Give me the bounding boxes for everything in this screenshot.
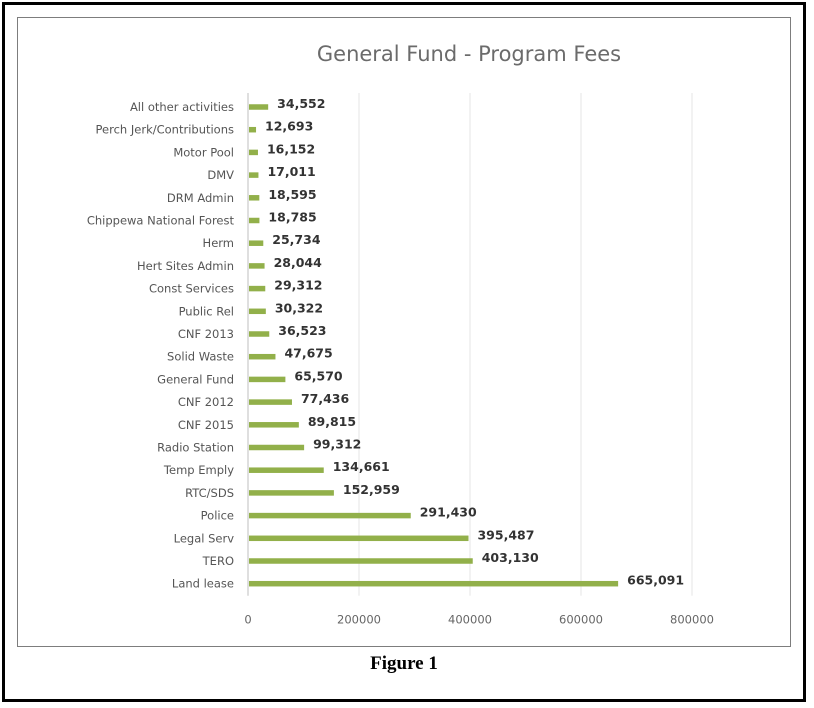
data-label: 47,675 [284,346,332,361]
data-label: 65,570 [294,368,343,383]
bar [249,399,292,405]
data-label: 89,815 [308,414,356,429]
data-label: 17,011 [267,164,315,179]
category-label: CNF 2015 [178,418,234,432]
bar [249,126,257,133]
data-label: 291,430 [420,505,477,520]
bar [249,331,270,337]
category-label: Temp Emply [163,463,234,477]
category-label: Herm [203,236,234,250]
category-label: All other activities [130,100,234,114]
figure-frame: General Fund - Program Fees All other ac… [2,2,806,702]
data-label: 18,595 [268,187,316,202]
category-label: RTC/SDS [185,486,234,500]
category-label: Radio Station [157,441,234,455]
bar [249,535,469,542]
category-label: General Fund [157,372,234,386]
data-label: 403,130 [482,550,539,565]
data-label: 77,436 [301,391,350,406]
x-tick-label: 200000 [337,613,381,627]
figure-caption: Figure 1 [370,653,438,674]
data-label: 395,487 [477,527,534,542]
data-label: 29,312 [274,278,322,293]
bar [249,149,258,156]
bar [249,512,411,519]
bar [249,217,260,224]
data-label: 25,734 [272,232,321,247]
chart-area: General Fund - Program Fees All other ac… [17,17,791,647]
data-label: 12,693 [265,119,313,134]
x-tick-labels: 0 200000 400000 600000 800000 [244,613,714,627]
data-label: 34,552 [277,96,325,111]
bar [249,467,324,473]
category-label: Const Services [149,282,234,296]
gridlines [247,93,693,596]
category-label: DMV [207,168,234,182]
bar [249,172,259,178]
category-label: CNF 2012 [178,395,234,409]
category-label: Police [201,509,234,523]
bar [249,353,276,360]
data-label: 99,312 [313,437,361,452]
category-label: Perch Jerk/Contributions [96,123,234,137]
bar [249,490,334,496]
category-label: TERO [202,554,234,568]
x-tick-label: 0 [244,613,251,627]
category-label: Legal Serv [174,531,235,545]
category-label: Hert Sites Admin [137,259,234,273]
data-label: 152,959 [343,482,400,497]
category-label: Motor Pool [173,145,234,159]
data-label: 28,044 [274,255,323,270]
bar-chart: General Fund - Program Fees All other ac… [87,42,714,627]
category-label: Land lease [172,577,234,591]
category-labels: All other activities Perch Jerk/Contribut… [87,100,235,591]
bar [249,558,473,564]
data-label: 665,091 [627,573,684,588]
data-label: 134,661 [333,459,390,474]
x-tick-label: 400000 [448,613,492,627]
category-label: CNF 2013 [178,327,234,341]
bar [249,580,619,587]
bar [249,308,266,315]
data-labels: 34,552 12,693 16,152 17,011 18,595 18,785 25,7… [265,96,684,588]
x-tick-label: 800000 [670,613,714,627]
bar [249,240,264,246]
category-label: Public Rel [179,304,234,318]
data-label: 36,523 [278,323,326,338]
bar [249,376,286,383]
category-label: DRM Admin [167,191,234,205]
bar [249,444,305,451]
x-tick-label: 600000 [559,613,603,627]
category-label: Chippewa National Forest [87,214,235,228]
data-label: 18,785 [268,210,316,225]
bar [249,285,266,292]
bar [249,195,260,201]
bar [249,263,265,269]
bars [249,104,619,587]
bar [249,422,299,428]
data-label: 16,152 [267,141,315,156]
chart-title: General Fund - Program Fees [317,42,621,66]
category-label: Solid Waste [167,350,234,364]
bar [249,104,269,110]
data-label: 30,322 [275,300,323,315]
